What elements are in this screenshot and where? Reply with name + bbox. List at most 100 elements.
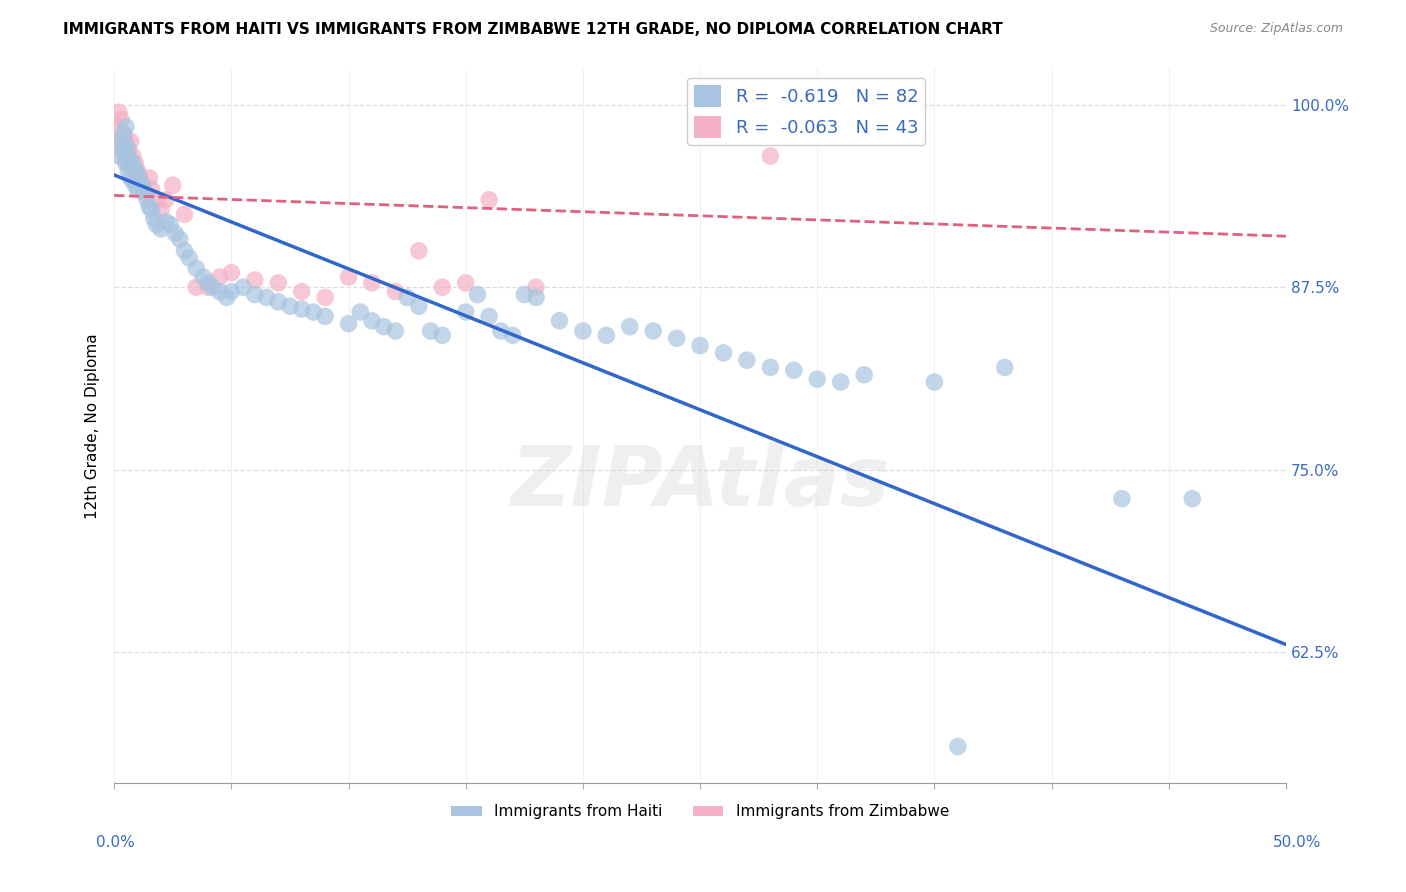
Point xyxy=(122,149,145,163)
Point xyxy=(112,127,135,141)
Point xyxy=(173,244,195,258)
Point xyxy=(291,285,314,299)
Point xyxy=(186,280,208,294)
Point xyxy=(134,186,156,200)
Point xyxy=(127,163,149,178)
Point xyxy=(361,276,384,290)
Point xyxy=(159,218,181,232)
Point xyxy=(193,270,215,285)
Point xyxy=(221,285,243,299)
Point xyxy=(337,317,360,331)
Point xyxy=(110,112,132,127)
Point xyxy=(215,290,238,304)
Point xyxy=(134,186,156,200)
Point xyxy=(994,360,1017,375)
Legend: Immigrants from Haiti, Immigrants from Zimbabwe: Immigrants from Haiti, Immigrants from Z… xyxy=(446,798,955,825)
Point xyxy=(806,372,828,386)
Text: 0.0%: 0.0% xyxy=(96,836,135,850)
Y-axis label: 12th Grade, No Diploma: 12th Grade, No Diploma xyxy=(86,333,100,518)
Point xyxy=(141,202,163,217)
Point xyxy=(946,739,969,754)
Text: ZIPAtlas: ZIPAtlas xyxy=(510,442,890,524)
Point xyxy=(117,142,139,156)
Point xyxy=(454,276,477,290)
Point xyxy=(643,324,665,338)
Point xyxy=(314,310,336,324)
Point xyxy=(122,174,145,188)
Point xyxy=(179,251,201,265)
Point xyxy=(524,290,547,304)
Point xyxy=(208,270,231,285)
Point xyxy=(115,153,138,168)
Point xyxy=(145,193,167,207)
Point xyxy=(124,163,146,178)
Text: IMMIGRANTS FROM HAITI VS IMMIGRANTS FROM ZIMBABWE 12TH GRADE, NO DIPLOMA CORRELA: IMMIGRANTS FROM HAITI VS IMMIGRANTS FROM… xyxy=(63,22,1002,37)
Point xyxy=(302,305,325,319)
Point xyxy=(186,261,208,276)
Point xyxy=(221,266,243,280)
Point xyxy=(131,178,153,193)
Point xyxy=(141,183,163,197)
Point xyxy=(384,285,406,299)
Point xyxy=(138,200,160,214)
Point xyxy=(112,145,135,159)
Point xyxy=(924,375,946,389)
Point xyxy=(127,183,149,197)
Point xyxy=(853,368,876,382)
Point xyxy=(267,276,290,290)
Point xyxy=(408,244,430,258)
Point xyxy=(145,218,167,232)
Point xyxy=(208,285,231,299)
Point xyxy=(489,324,512,338)
Point xyxy=(267,294,290,309)
Point xyxy=(278,299,301,313)
Point xyxy=(108,130,131,145)
Point xyxy=(548,314,571,328)
Point xyxy=(291,302,314,317)
Point xyxy=(197,276,219,290)
Point xyxy=(432,328,454,343)
Point xyxy=(619,319,641,334)
Point xyxy=(314,290,336,304)
Point xyxy=(110,135,132,149)
Point xyxy=(478,193,501,207)
Point xyxy=(384,324,406,338)
Point xyxy=(122,156,145,170)
Point xyxy=(120,135,142,149)
Point xyxy=(256,290,278,304)
Point xyxy=(502,328,524,343)
Point xyxy=(665,331,688,345)
Point xyxy=(131,178,153,193)
Point xyxy=(117,153,139,168)
Point xyxy=(124,178,146,193)
Point xyxy=(595,328,617,343)
Point xyxy=(117,145,139,159)
Point xyxy=(136,193,159,207)
Point xyxy=(115,120,138,134)
Point xyxy=(243,273,266,287)
Point xyxy=(830,375,852,389)
Point xyxy=(120,153,142,168)
Point xyxy=(1181,491,1204,506)
Point xyxy=(150,222,173,236)
Point xyxy=(1111,491,1133,506)
Point xyxy=(129,174,152,188)
Point xyxy=(124,156,146,170)
Point xyxy=(155,214,177,228)
Point xyxy=(524,280,547,294)
Point xyxy=(232,280,254,294)
Point xyxy=(759,149,782,163)
Point xyxy=(115,135,138,149)
Point xyxy=(108,149,131,163)
Point xyxy=(169,232,191,246)
Point xyxy=(478,310,501,324)
Point xyxy=(396,290,419,304)
Point xyxy=(419,324,441,338)
Point xyxy=(201,280,224,294)
Point xyxy=(349,305,371,319)
Point xyxy=(112,127,135,141)
Point xyxy=(143,211,166,226)
Point xyxy=(783,363,806,377)
Point xyxy=(115,138,138,153)
Point xyxy=(513,287,536,301)
